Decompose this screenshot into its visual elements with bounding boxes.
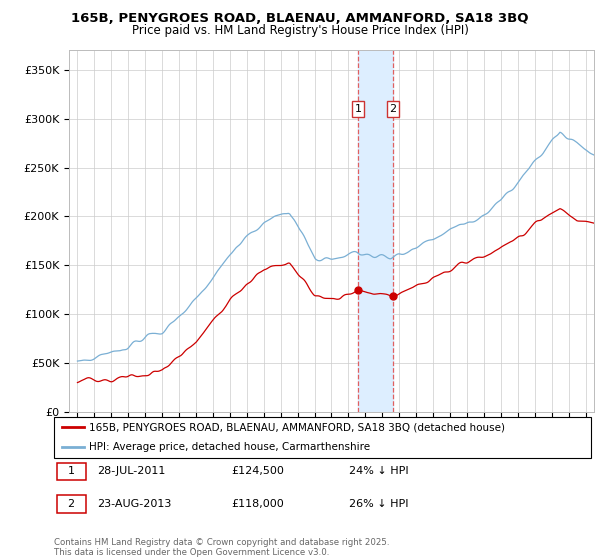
Text: 24% ↓ HPI: 24% ↓ HPI (349, 466, 409, 476)
Text: 2: 2 (68, 499, 75, 508)
Text: £124,500: £124,500 (231, 466, 284, 476)
Text: 1: 1 (68, 466, 74, 476)
Text: 1: 1 (355, 104, 362, 114)
Text: 165B, PENYGROES ROAD, BLAENAU, AMMANFORD, SA18 3BQ (detached house): 165B, PENYGROES ROAD, BLAENAU, AMMANFORD… (89, 422, 505, 432)
Text: Price paid vs. HM Land Registry's House Price Index (HPI): Price paid vs. HM Land Registry's House … (131, 24, 469, 36)
Text: Contains HM Land Registry data © Crown copyright and database right 2025.
This d: Contains HM Land Registry data © Crown c… (54, 538, 389, 557)
Text: £118,000: £118,000 (231, 499, 284, 508)
Text: 26% ↓ HPI: 26% ↓ HPI (349, 499, 409, 508)
Text: 2: 2 (389, 104, 397, 114)
FancyBboxPatch shape (56, 463, 86, 480)
Text: HPI: Average price, detached house, Carmarthenshire: HPI: Average price, detached house, Carm… (89, 442, 370, 451)
FancyBboxPatch shape (56, 495, 86, 512)
Text: 165B, PENYGROES ROAD, BLAENAU, AMMANFORD, SA18 3BQ: 165B, PENYGROES ROAD, BLAENAU, AMMANFORD… (71, 12, 529, 25)
Bar (358, 50, 393, 412)
Text: 23-AUG-2013: 23-AUG-2013 (97, 499, 172, 508)
Text: 28-JUL-2011: 28-JUL-2011 (97, 466, 166, 476)
